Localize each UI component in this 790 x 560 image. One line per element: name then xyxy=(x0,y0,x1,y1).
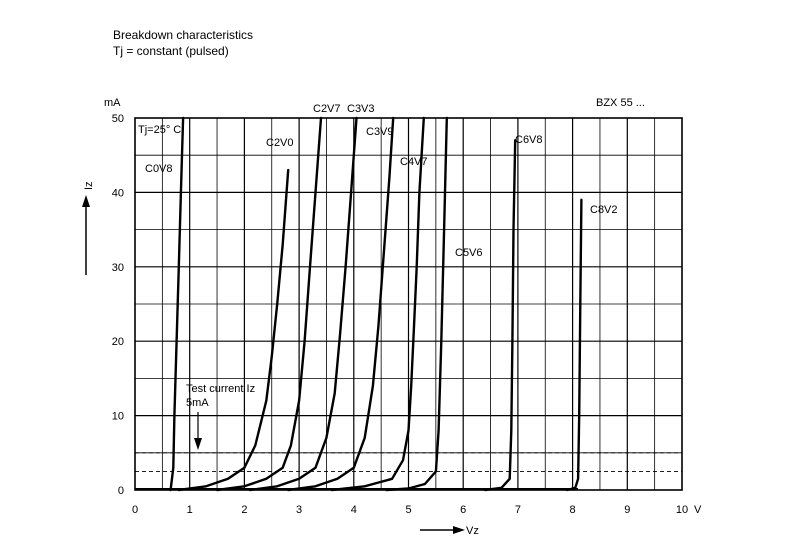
x-axis-label: Vz xyxy=(466,525,479,537)
series-label-c3v3: C3V3 xyxy=(347,103,375,115)
x-tick-label: 5 xyxy=(405,504,411,516)
series-label-c8v2: C8V2 xyxy=(590,204,618,216)
y-tick-label: 20 xyxy=(112,336,124,348)
y-tick-label: 50 xyxy=(112,113,124,125)
y-tick-label: 40 xyxy=(112,187,124,199)
chart-title-block: Breakdown characteristics Tj = constant … xyxy=(113,27,253,59)
x-tick-label: 1 xyxy=(187,504,193,516)
series-label-c4v7: C4V7 xyxy=(400,156,428,168)
x-tick-label: 3 xyxy=(296,504,302,516)
y-unit-label: mA xyxy=(104,97,121,109)
y-axis-arrowhead xyxy=(82,195,90,207)
x-tick-label: 9 xyxy=(624,504,630,516)
x-tick-label: 2 xyxy=(241,504,247,516)
x-tick-label: 6 xyxy=(460,504,466,516)
y-axis-label: Iz xyxy=(83,181,95,190)
y-tick-label: 10 xyxy=(112,411,124,423)
series-label-c0v8: C0V8 xyxy=(145,163,173,175)
plot-frame xyxy=(134,117,683,491)
series-curves xyxy=(135,116,583,492)
series-curve-c2v0 xyxy=(177,168,290,492)
x-tick-label: 4 xyxy=(351,504,357,516)
series-label-c5v6: C5V6 xyxy=(455,247,483,259)
series-label-c2v7: C2V7 xyxy=(313,103,341,115)
temperature-label: Tj=25° C xyxy=(138,124,181,136)
series-curve-c6v8 xyxy=(483,139,517,492)
x-axis-arrowhead xyxy=(453,526,465,534)
series-labels: C0V8 C2V0 C2V7 C3V3 C3V9 C4V7 C5V6 C6V8 C8V2 xyxy=(145,103,618,259)
series-curve-c8v2 xyxy=(565,198,583,492)
x-tick-label: 7 xyxy=(515,504,521,516)
series-curve-c4v7 xyxy=(330,116,425,492)
axes: 0 1 2 3 4 5 6 7 8 9 10 0 10 20 30 40 50 xyxy=(112,113,688,516)
x-unit-label: V xyxy=(694,504,702,516)
series-curve-c3v9 xyxy=(287,116,395,492)
series-label-c2v0: C2V0 xyxy=(266,137,294,149)
device-label: BZX 55 ... xyxy=(596,97,645,109)
x-tick-label: 0 xyxy=(132,504,138,516)
annotation-line2: 5mA xyxy=(186,397,209,409)
x-tick-label: 10 xyxy=(676,504,688,516)
x-tick-label: 8 xyxy=(570,504,576,516)
series-label-c6v8: C6V8 xyxy=(515,134,543,146)
test-current-arrowhead xyxy=(194,438,202,450)
series-label-c3v9: C3V9 xyxy=(366,126,394,138)
annotation-line1: Test current Iz xyxy=(186,383,255,395)
series-curve-c3v3 xyxy=(248,116,358,492)
y-tick-label: 0 xyxy=(118,485,124,497)
series-curve-c5v6 xyxy=(385,116,448,492)
chart-title: Breakdown characteristics xyxy=(113,28,254,42)
series-curve-c2v7 xyxy=(215,116,323,492)
chart-subtitle: Tj = constant (pulsed) xyxy=(113,44,229,58)
y-tick-label: 30 xyxy=(112,262,124,274)
series-curve-c0v8 xyxy=(169,116,185,492)
